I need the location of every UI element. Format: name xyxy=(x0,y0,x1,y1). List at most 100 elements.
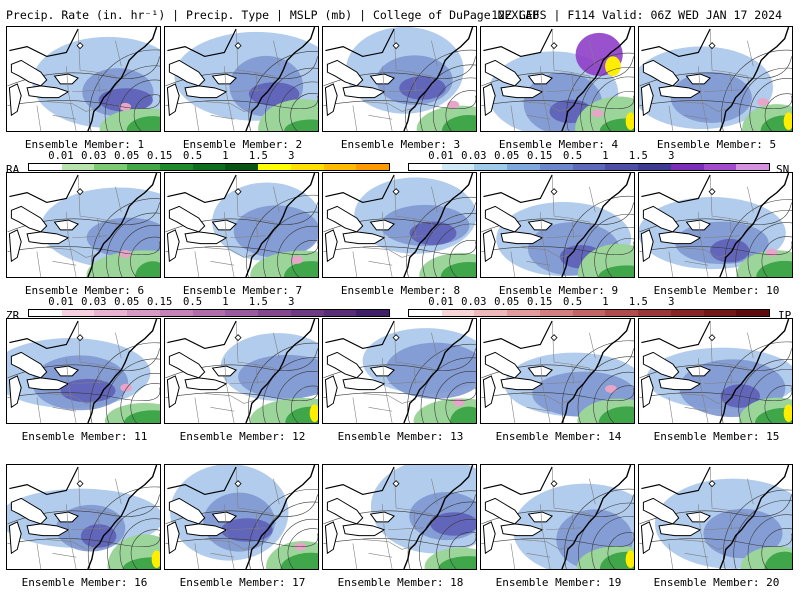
state-border xyxy=(368,553,393,558)
state-border xyxy=(46,393,100,404)
state-border xyxy=(273,75,276,86)
map-canvas xyxy=(7,465,160,569)
isobar xyxy=(261,501,318,569)
colorbar-swatch xyxy=(323,310,357,316)
state-border xyxy=(571,510,574,530)
great-lake-outline xyxy=(527,365,553,377)
isobar xyxy=(605,238,634,277)
isobar xyxy=(606,385,634,423)
state-border xyxy=(413,218,416,238)
colorbar-swatch xyxy=(409,164,442,170)
country-border xyxy=(9,28,79,58)
colorbar-swatch xyxy=(29,310,62,316)
state-border xyxy=(362,247,416,258)
colorbar-tick-label: 0.5 xyxy=(563,150,583,162)
colorbar-tick-label: 0.5 xyxy=(183,296,203,308)
isobar xyxy=(246,194,318,277)
state-border xyxy=(393,174,432,223)
great-lake-outline xyxy=(326,351,364,379)
rain-shading-moderate xyxy=(122,557,160,569)
colorbar-swatch xyxy=(670,164,704,170)
colorbar-sn: 0.01 0.03 0.05 0.15 0.5 1 1.5 3 xyxy=(408,150,770,180)
colorbar-swatch xyxy=(61,164,95,170)
colorbar-swatch xyxy=(356,164,390,170)
map-canvas xyxy=(481,319,634,423)
great-lake-outline xyxy=(642,205,680,233)
ensemble-panel-4 xyxy=(480,26,635,132)
isobar xyxy=(118,225,160,277)
colorbar-tick-label: 3 xyxy=(668,296,675,308)
rain-shading-moderate xyxy=(280,552,318,569)
state-border xyxy=(36,397,42,423)
state-border xyxy=(431,332,438,359)
state-border xyxy=(46,247,100,258)
colorbar-ip: 0.01 0.03 0.05 0.15 0.5 1 1.5 3 xyxy=(408,296,770,326)
state-border xyxy=(66,504,77,569)
great-lake-outline xyxy=(26,523,70,537)
isobar xyxy=(738,359,792,423)
state-border xyxy=(589,221,592,232)
state-border xyxy=(571,364,574,384)
station-marker xyxy=(708,334,716,342)
rain-shading-moderate xyxy=(756,260,792,277)
isobar xyxy=(323,387,476,402)
great-lake-outline xyxy=(8,229,22,263)
state-border xyxy=(413,72,416,92)
isobar xyxy=(561,340,634,423)
isobar xyxy=(422,212,476,277)
state-border xyxy=(255,364,258,384)
state-border xyxy=(393,320,432,369)
ensemble-member-label: Ensemble Member: 5 xyxy=(656,138,777,151)
coastline xyxy=(245,465,316,569)
state-border xyxy=(352,251,358,277)
coastline xyxy=(561,27,632,131)
mixed-precip-shading xyxy=(120,383,133,392)
great-lake-outline xyxy=(369,365,395,377)
colorbar-swatch xyxy=(736,310,770,316)
state-border xyxy=(540,504,551,569)
colorbar-swatch xyxy=(94,310,128,316)
state-border xyxy=(551,174,590,223)
colorbar-swatch xyxy=(290,164,324,170)
isobar xyxy=(290,385,318,423)
mixed-precip-shading xyxy=(591,109,604,118)
great-lake-outline xyxy=(10,351,48,379)
isobar xyxy=(445,382,476,423)
state-border xyxy=(352,105,358,131)
isobar xyxy=(594,226,634,277)
state-border xyxy=(204,101,258,112)
state-border xyxy=(388,527,424,531)
isobar xyxy=(248,51,318,131)
state-border xyxy=(540,358,551,423)
great-lake-outline xyxy=(482,375,496,409)
state-border xyxy=(546,235,582,239)
snow-shading-moderate xyxy=(233,205,318,258)
great-lake-outline xyxy=(527,219,553,231)
state-border xyxy=(684,261,709,266)
ensemble-member-label: Ensemble Member: 20 xyxy=(653,576,780,589)
isobar xyxy=(407,343,476,423)
map-canvas xyxy=(7,173,160,277)
ensemble-panel-19 xyxy=(480,464,635,570)
isobar xyxy=(278,81,318,131)
state-border xyxy=(589,186,596,213)
rain-shading-moderate xyxy=(135,261,160,277)
great-lake-outline xyxy=(369,219,395,231)
isobar xyxy=(591,516,634,569)
isobar xyxy=(248,342,318,423)
state-border xyxy=(589,367,592,378)
ensemble-panel-16 xyxy=(6,464,161,570)
isobar xyxy=(104,65,160,131)
rain-shading-heavy xyxy=(151,550,160,569)
country-border xyxy=(483,466,553,496)
state-border xyxy=(362,393,416,404)
ensemble-member-label: Ensemble Member: 19 xyxy=(495,576,622,589)
station-marker xyxy=(76,42,84,50)
isobar xyxy=(119,518,160,569)
state-border xyxy=(388,89,424,93)
state-border xyxy=(520,539,574,550)
great-lake-outline xyxy=(484,351,522,379)
snow-shading-heavy xyxy=(98,88,153,112)
map-canvas xyxy=(7,27,160,131)
great-lake-outline xyxy=(166,521,180,555)
